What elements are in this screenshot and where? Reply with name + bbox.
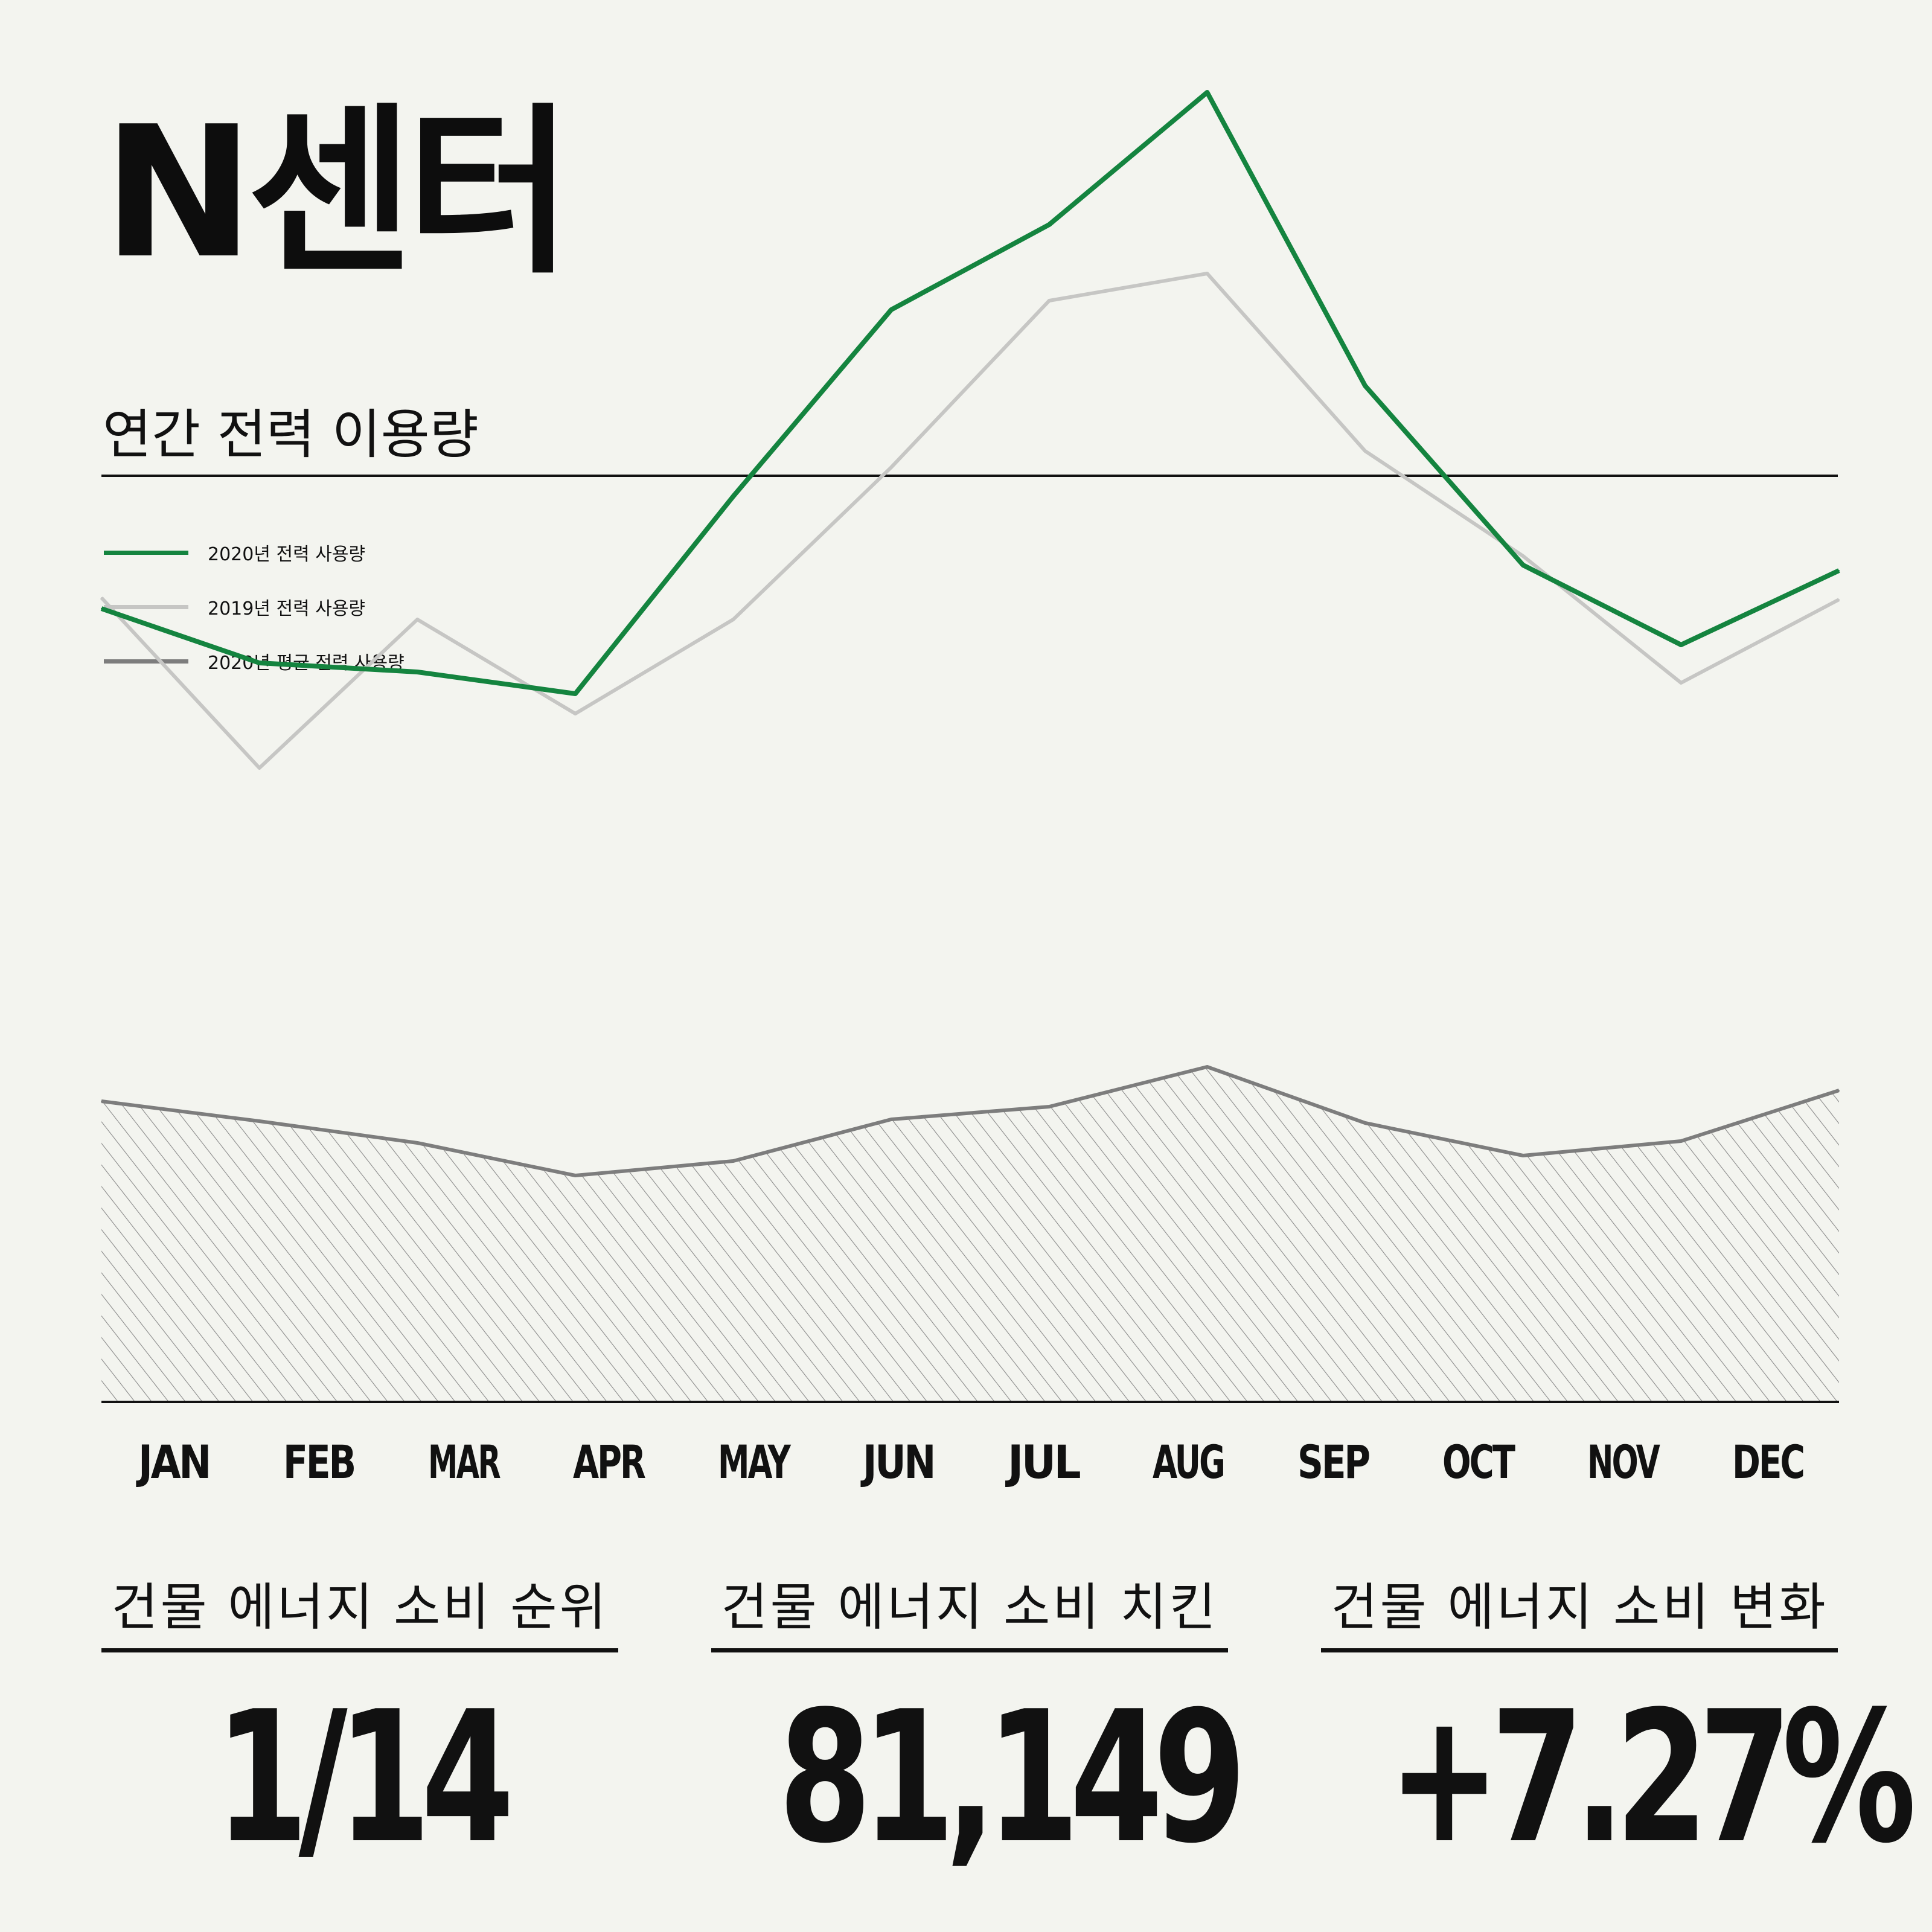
- series-average-point-dec: [1838, 1090, 1840, 1091]
- series-average-point-feb: [258, 1121, 260, 1122]
- series-2020-line: [100, 90, 1840, 696]
- series-average-point-sep: [1364, 1122, 1366, 1124]
- series-average-area: [101, 1067, 1839, 1402]
- series-average-point-oct: [1522, 1155, 1524, 1156]
- series-2019-point-dec: [1838, 599, 1840, 600]
- series-2020-point-sep: [1364, 385, 1366, 386]
- section-divider: [101, 475, 1838, 477]
- x-tick-label-oct: OCT: [1442, 1435, 1515, 1489]
- series-2019-point-jan: [101, 597, 102, 598]
- x-tick-label-sep: SEP: [1297, 1435, 1369, 1489]
- stat-energy-chicken-value: 81,149: [778, 1672, 1246, 1883]
- legend-swatch-average: [104, 659, 188, 664]
- series-2020-point-mar: [417, 671, 418, 673]
- x-tick-label-may: MAY: [718, 1435, 791, 1489]
- series-2020-point-dec: [1838, 570, 1840, 571]
- series-2019-point-aug: [1206, 273, 1208, 274]
- x-tick-label-jul: JUL: [1005, 1435, 1080, 1489]
- x-tick-label-jan: JAN: [136, 1435, 210, 1489]
- x-tick-label-feb: FEB: [283, 1435, 354, 1489]
- series-2019-point-sep: [1364, 450, 1366, 452]
- series-2019-point-jul: [1048, 300, 1050, 301]
- series-2019-point-jun: [891, 467, 892, 468]
- x-tick-label-apr: APR: [573, 1435, 645, 1489]
- series-2020-point-feb: [258, 662, 260, 664]
- series-average-point-jan: [101, 1101, 102, 1102]
- series-average-point-aug: [1206, 1066, 1208, 1067]
- x-tick-label-jun: JUN: [860, 1435, 934, 1489]
- power-usage-chart: JAN FEB MAR APR MAY JUN JUL AUG SEP OCT NOV DEC: [100, 90, 1840, 1489]
- x-tick-label-nov: NOV: [1587, 1435, 1660, 1489]
- stat-energy-change-value: +7.27%: [1388, 1672, 1916, 1883]
- stat-energy-rank-label: 건물 에너지 소비 순위: [101, 1582, 618, 1652]
- series-2019-point-nov: [1680, 682, 1682, 683]
- series-average-point-jul: [1048, 1106, 1050, 1107]
- legend-swatch-2020: [104, 550, 188, 555]
- series-2019-point-oct: [1522, 555, 1524, 557]
- stat-energy-change: 건물 에너지 소비 변화 +7.27%: [1321, 1582, 1916, 1883]
- series-2019-point-feb: [258, 767, 260, 769]
- series-2020-point-jul: [1048, 224, 1050, 225]
- series-average-point-mar: [417, 1142, 418, 1144]
- x-tick-label-mar: MAR: [428, 1435, 501, 1489]
- x-tick-label-aug: AUG: [1153, 1435, 1224, 1489]
- series-2020-point-aug: [1206, 92, 1208, 93]
- stat-energy-rank: 건물 에너지 소비 순위 1/14: [101, 1582, 618, 1869]
- stat-energy-chicken: 건물 에너지 소비 치킨 81,149: [711, 1582, 1247, 1883]
- section-title: 연간 전력 이용량: [103, 403, 479, 465]
- series-2020-point-jun: [891, 309, 892, 310]
- legend-label-2019: 2019년 전력 사용량: [208, 598, 366, 619]
- series-2019-point-apr: [574, 713, 576, 714]
- series-average-line: [101, 1065, 1840, 1177]
- legend-label-2020: 2020년 전력 사용량: [208, 544, 366, 565]
- series-2019-line: [100, 272, 1840, 770]
- series-2019-point-mar: [417, 619, 418, 620]
- stat-energy-change-label: 건물 에너지 소비 변화: [1321, 1582, 1838, 1652]
- x-tick-label-dec: DEC: [1732, 1435, 1803, 1489]
- series-2019-point-may: [732, 619, 734, 620]
- series-average-point-may: [732, 1160, 734, 1162]
- series-average-point-apr: [574, 1175, 576, 1176]
- stat-energy-chicken-label: 건물 에너지 소비 치킨: [711, 1582, 1228, 1652]
- legend-swatch-2019: [104, 604, 188, 609]
- series-2020-point-apr: [574, 693, 576, 694]
- series-2020-point-oct: [1522, 565, 1524, 566]
- legend-item-2020: 2020년 전력 사용량: [104, 525, 405, 580]
- legend-item-2019: 2019년 전력 사용량: [104, 580, 405, 634]
- series-2020-point-jan: [101, 608, 102, 609]
- series-2020-point-nov: [1680, 644, 1682, 645]
- page-title: N센터: [103, 88, 573, 298]
- series-average-point-nov: [1680, 1140, 1682, 1142]
- series-average-point-jun: [891, 1119, 892, 1120]
- series-2020-point-may: [732, 496, 734, 497]
- stat-energy-rank-value: 1/14: [215, 1672, 514, 1883]
